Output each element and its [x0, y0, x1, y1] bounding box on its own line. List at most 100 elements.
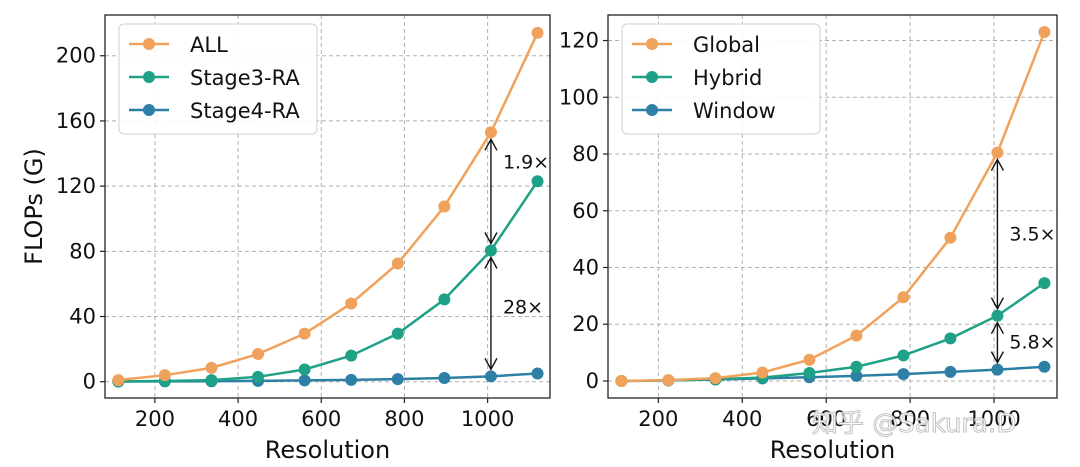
chart2-series-0-point-6: [897, 291, 910, 304]
chart2-legend-swatch-marker-0: [646, 38, 658, 50]
chart1-legend-swatch-marker-0: [143, 38, 155, 50]
chart1-series-1-point-3: [252, 370, 265, 383]
chart2-axes-frame: [607, 14, 1058, 399]
chart2-series-0-point-5: [850, 329, 863, 342]
chart1-arrow-head-bottom-1: [484, 357, 498, 371]
chart1-series-1-point-9: [531, 175, 544, 188]
chart2-ytick-label-3: 60: [572, 199, 599, 223]
chart1-series-0-point-9: [531, 26, 544, 39]
chart2-series-0-point-0: [615, 374, 628, 387]
chart2-ytick-label-1: 20: [572, 312, 599, 336]
chart2-legend-label-1: Hybrid: [693, 66, 762, 90]
chart1-annotation-label-0: 1.9×: [503, 152, 549, 174]
chart2-xtick-label-3: 800: [890, 407, 930, 431]
chart2-series-0-point-8: [991, 146, 1004, 159]
chart2-series-line-0: [621, 31, 1046, 383]
chart1-series-2-point-6: [391, 373, 404, 386]
chart1-series-0-point-6: [391, 257, 404, 270]
chart1-xtick-label-1: 400: [218, 407, 258, 431]
chart1-xtick-label-3: 800: [384, 407, 424, 431]
chart1-ytick-label-4: 160: [56, 109, 96, 133]
chart2-legend-label-0: Global: [693, 33, 760, 57]
chart2-series-0-point-1: [662, 374, 675, 387]
chart2-annotation-label-0: 3.5×: [1009, 223, 1055, 245]
chart2-arrow-head-top-1: [990, 321, 1005, 335]
chart1-series-1-point-2: [205, 374, 218, 387]
chart1-series-1-point-4: [298, 363, 311, 376]
chart2-ytick-label-6: 120: [559, 29, 599, 53]
chart1-series-0-point-7: [438, 200, 451, 213]
chart1-legend-box: [118, 23, 318, 135]
chart1-legend-swatch-marker-1: [143, 71, 155, 83]
chart2-series-0-point-2: [709, 372, 722, 385]
chart2-series-2-point-8: [991, 363, 1004, 376]
chart1-series-0-point-4: [298, 327, 311, 340]
chart2-series-1-point-8: [991, 309, 1004, 322]
chart1-ytick-label-2: 80: [69, 239, 96, 263]
chart1-legend-label-2: Stage4-RA: [190, 99, 300, 123]
chart2-xtick-label-2: 600: [806, 407, 846, 431]
chart2-series-2-point-7: [944, 365, 957, 378]
chart1-series-2-point-7: [438, 371, 451, 384]
chart1-series-0-point-2: [205, 361, 218, 374]
chart2-series-1-point-6: [897, 349, 910, 362]
chart2-ytick-label-4: 80: [572, 142, 599, 166]
chart2-ytick-label-0: 0: [586, 369, 599, 393]
chart1-legend-swatch-marker-2: [143, 104, 155, 116]
chart2-series-2-point-9: [1038, 360, 1051, 373]
chart2-legend-label-2: Window: [693, 99, 776, 123]
chart1-series-2-point-4: [298, 374, 311, 387]
chart1-arrow-head-top-1: [484, 256, 498, 269]
chart1-ytick-label-0: 0: [83, 370, 96, 394]
chart2-arrow-head-bottom-0: [990, 297, 1005, 311]
chart2-legend-box: [621, 23, 821, 135]
chart1-x-axis-label: Resolution: [265, 436, 390, 464]
chart1-series-1-point-7: [438, 293, 451, 306]
chart2-series-2-point-5: [850, 369, 863, 382]
chart2-arrow-head-top-0: [990, 158, 1005, 171]
chart1-legend-label-0: ALL: [190, 33, 228, 57]
chart2-legend-swatch-marker-1: [646, 71, 658, 83]
chart1-annotation-label-1: 28×: [503, 297, 543, 319]
chart2-xtick-label-1: 400: [722, 407, 762, 431]
chart1-xtick-label-0: 200: [135, 407, 175, 431]
chart2-series-1-point-4: [803, 367, 816, 380]
watermark-text: 知乎 @Sakura.D: [812, 409, 1016, 439]
chart2-ytick-label-5: 100: [559, 85, 599, 109]
chart1-series-line-0: [118, 32, 539, 382]
chart2-series-0-point-3: [756, 366, 769, 379]
chart1-ytick-label-1: 40: [69, 305, 96, 329]
chart1-series-0-point-1: [158, 369, 171, 382]
chart1-series-0-point-8: [484, 126, 497, 139]
chart1-series-2-point-5: [345, 373, 358, 386]
chart2-xtick-label-0: 200: [638, 407, 678, 431]
chart1-arrow-head-top-0: [484, 137, 498, 151]
chart1-axes-frame: [104, 14, 551, 399]
chart1-series-1-point-5: [345, 349, 358, 362]
chart1-series-1-point-8: [484, 244, 497, 257]
chart1-series-1-point-6: [391, 327, 404, 340]
chart1-y-axis-label: FLOPs (G): [20, 148, 48, 265]
chart2-legend-swatch-marker-2: [646, 104, 658, 116]
chart1-xtick-label-4: 1000: [461, 407, 514, 431]
chart1-series-0-point-5: [345, 297, 358, 310]
chart1-series-2-point-8: [484, 370, 497, 383]
chart2-annotation-label-1: 5.8×: [1009, 331, 1055, 353]
chart2-series-1-point-7: [944, 332, 957, 345]
chart1-xtick-label-2: 600: [301, 407, 341, 431]
chart2-series-line-1: [621, 282, 1046, 383]
chart2-series-0-point-9: [1038, 26, 1051, 39]
chart2-series-2-point-6: [897, 368, 910, 381]
chart2-x-axis-label: Resolution: [770, 436, 895, 464]
left-chart-panel: 200 400 600 800 1000 0 40 80 120 160 200 Resolution…: [20, 14, 551, 464]
chart2-series-0-point-7: [944, 231, 957, 244]
chart1-ytick-label-5: 200: [56, 44, 96, 68]
chart2-series-0-point-4: [803, 353, 816, 366]
chart1-legend-label-1: Stage3-RA: [190, 66, 300, 90]
chart1-series-2-point-9: [531, 367, 544, 380]
chart2-series-1-point-5: [850, 360, 863, 373]
chart1-ytick-label-3: 120: [56, 174, 96, 198]
chart2-ytick-label-2: 40: [572, 255, 599, 279]
chart2-xtick-label-4: 1000: [967, 407, 1020, 431]
